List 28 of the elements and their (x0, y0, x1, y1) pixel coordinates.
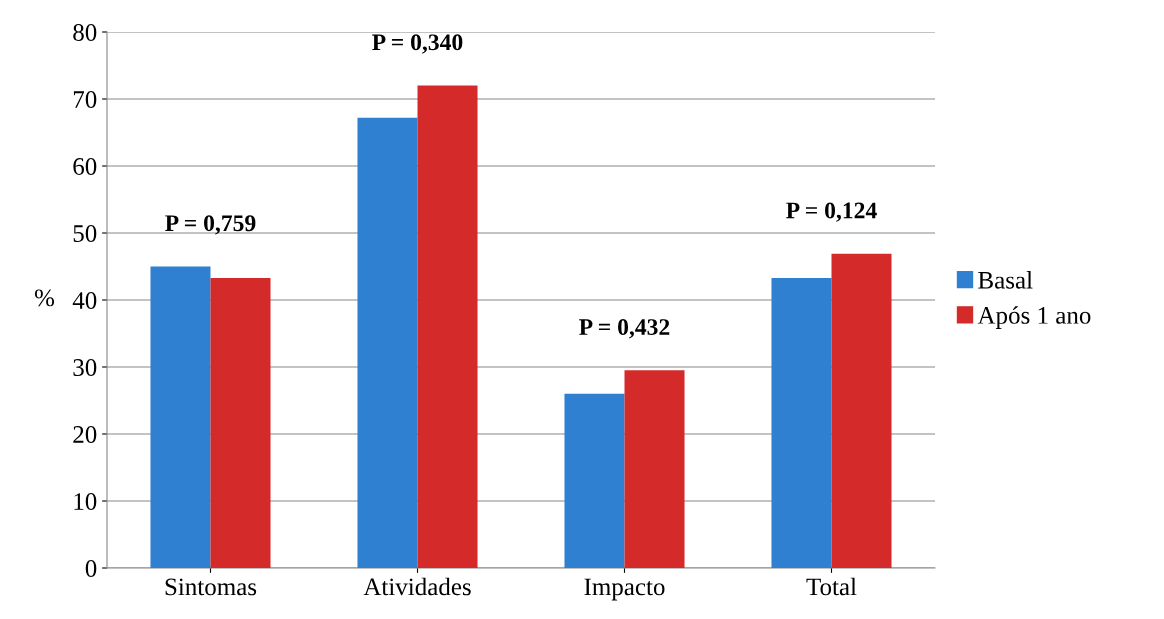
y-tick-label: 40 (72, 292, 97, 309)
x-tick-label: Sintomas (165, 578, 257, 596)
y-tick-label: 20 (73, 426, 97, 443)
bar (417, 85, 478, 568)
legend-label: Basal (978, 271, 1033, 289)
x-tick-label: Impacto (584, 578, 665, 601)
y-tick-label: 60 (73, 158, 97, 175)
x-tick-label: Atividades (363, 577, 471, 596)
bar (210, 277, 271, 568)
annotation: P = 0,340 (372, 34, 463, 54)
bar (357, 117, 418, 568)
x-tick-label: Total (806, 577, 857, 596)
annotation: P = 0,124 (786, 202, 877, 222)
annotation: P = 0,759 (165, 215, 256, 235)
annotation: P = 0,432 (579, 319, 670, 339)
bar (831, 253, 892, 568)
legend-label: Após 1 ano (977, 306, 1091, 329)
y-tick-label: 0 (85, 560, 97, 577)
bar (150, 266, 211, 568)
y-tick-label: 80 (73, 24, 97, 41)
y-tick-label: 10 (74, 493, 97, 510)
y-axis-title: % (34, 289, 55, 307)
y-tick-label: 50 (73, 225, 97, 242)
bar (624, 370, 685, 568)
y-tick-label: 30 (73, 359, 97, 376)
bar (564, 393, 625, 568)
bar (771, 277, 832, 568)
y-tick-label: 70 (73, 91, 97, 108)
